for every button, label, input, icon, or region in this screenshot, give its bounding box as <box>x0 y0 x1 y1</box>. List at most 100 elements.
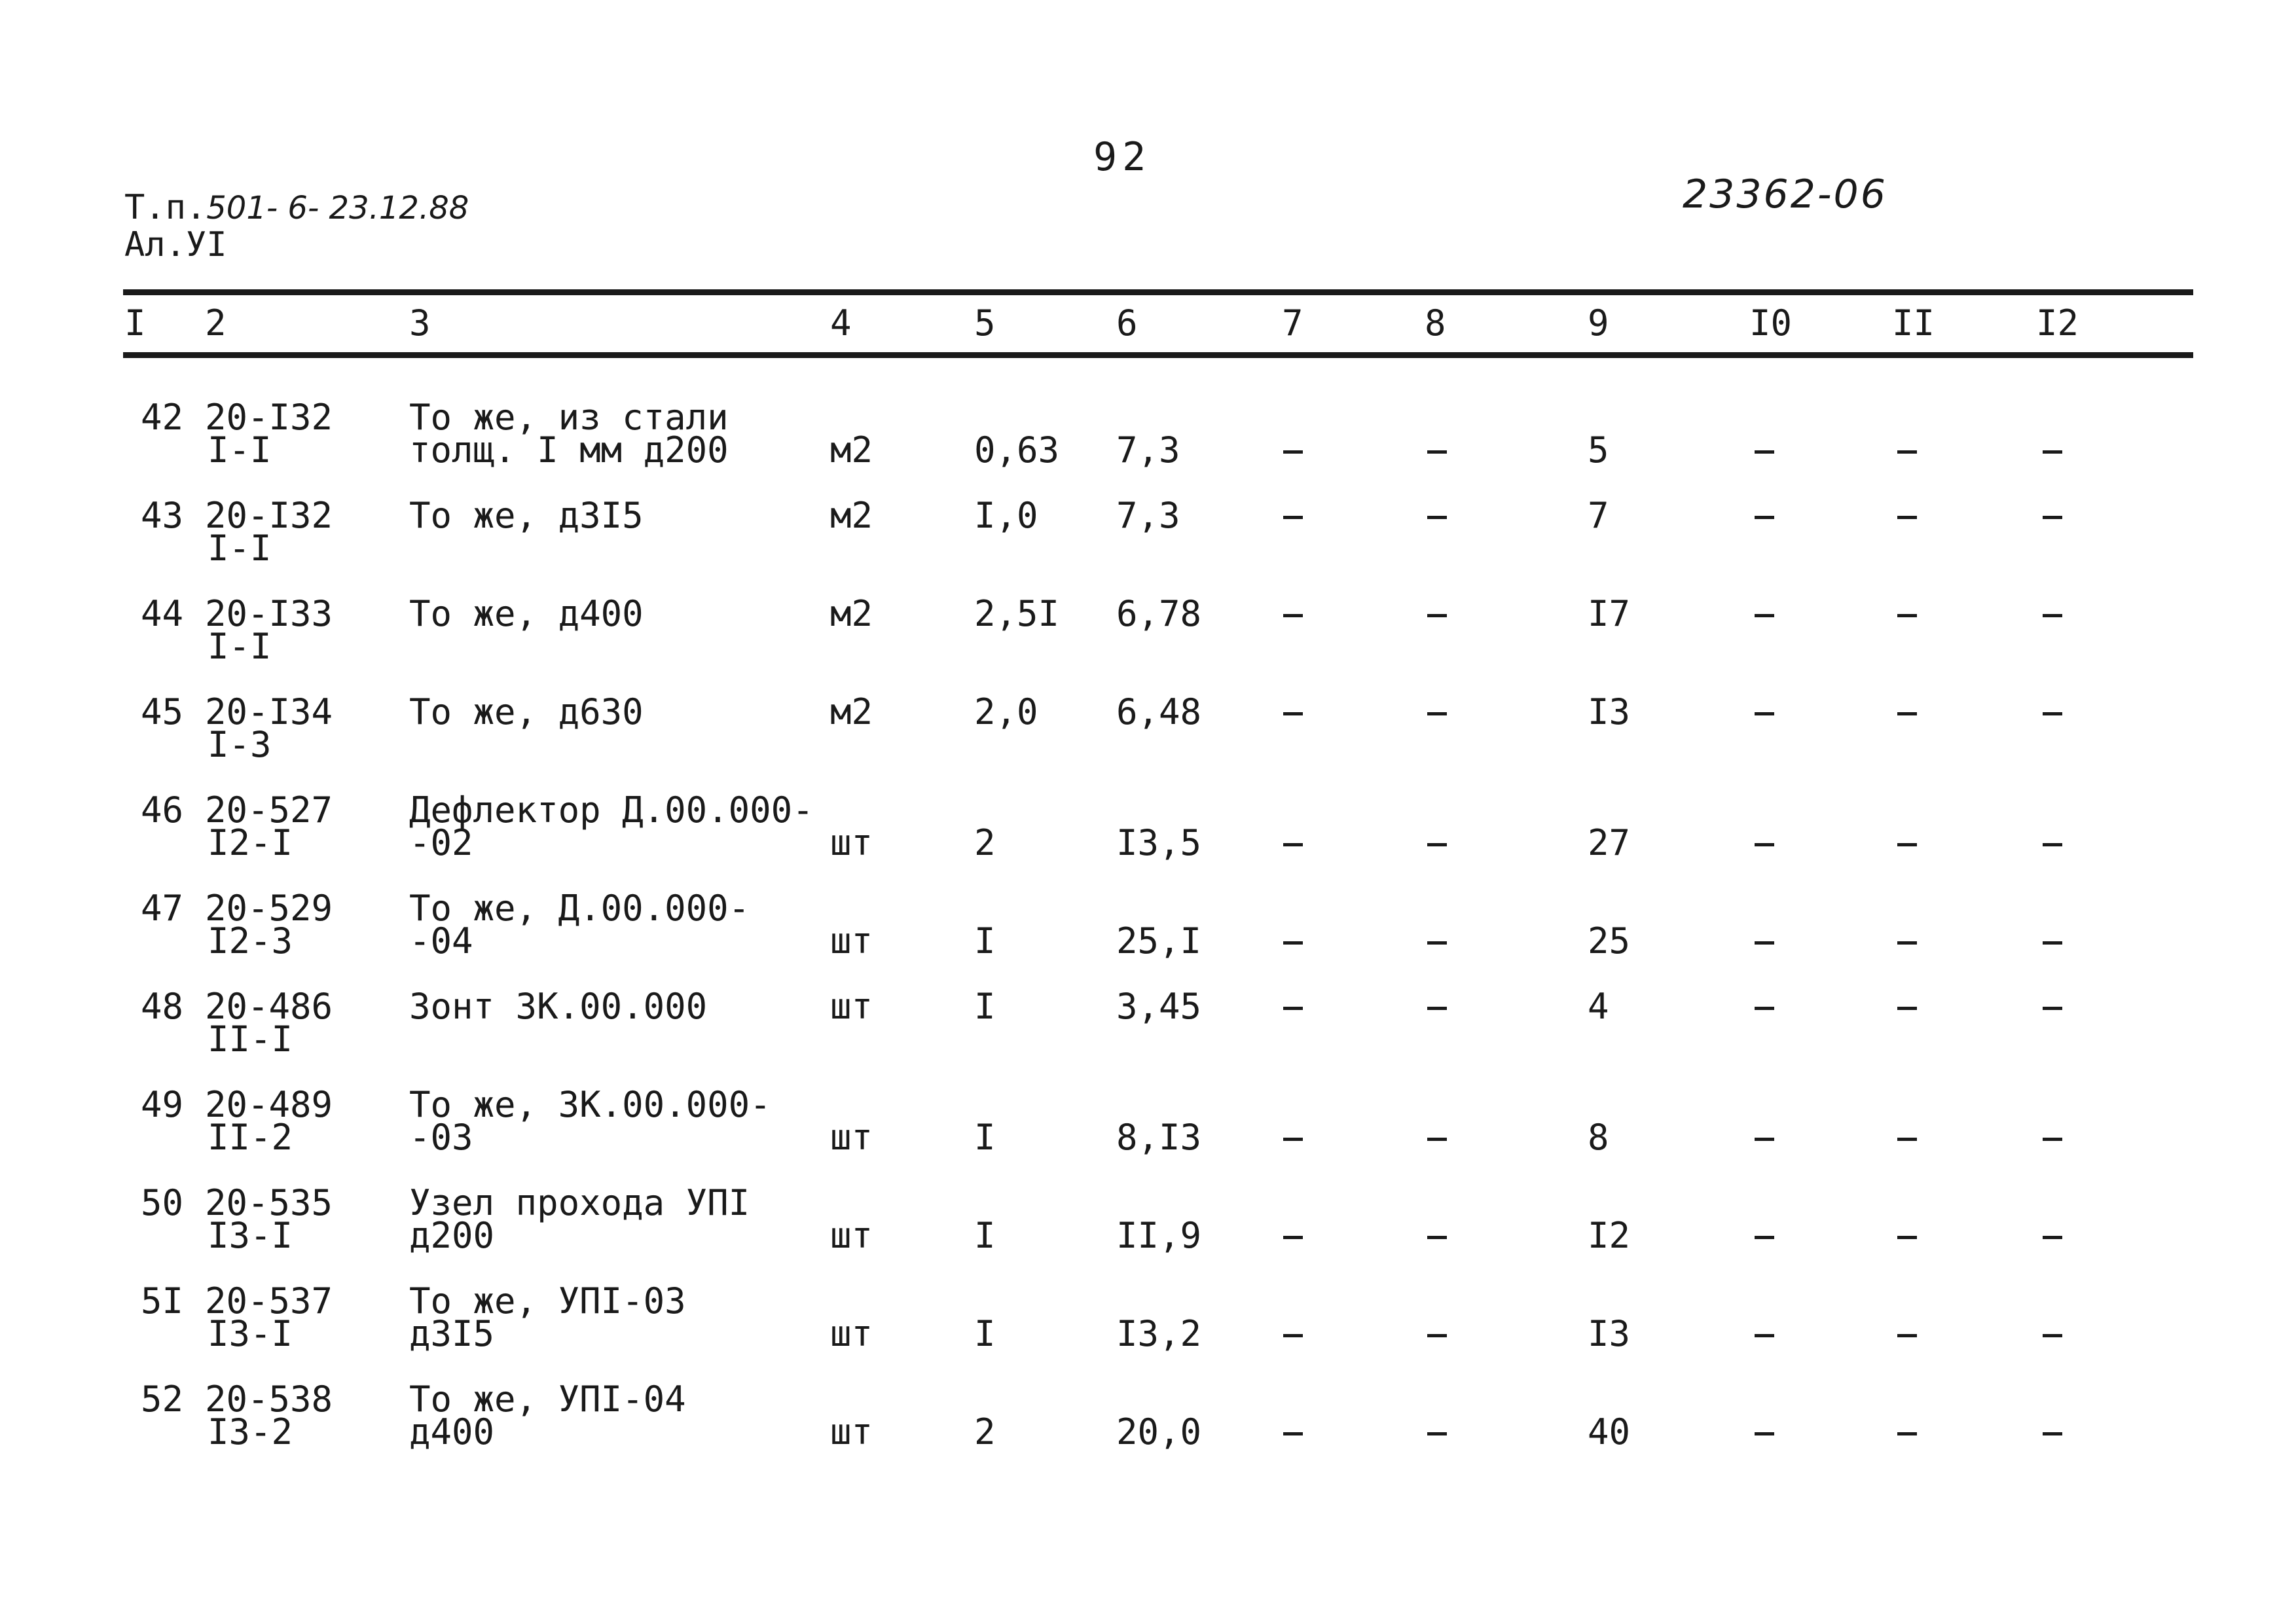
quantity: 2,0 <box>974 691 1038 732</box>
empty-dash-c8 <box>1427 516 1447 519</box>
unit: м2 <box>830 429 873 471</box>
item-name-line-1: То же, УПI-03 <box>409 1280 686 1322</box>
empty-dash-c10 <box>1755 712 1774 715</box>
norm-subcode: I-I <box>208 626 272 667</box>
row-number: 45 <box>141 691 184 732</box>
empty-dash-c8 <box>1427 843 1447 846</box>
total-value: 4 <box>1588 986 1609 1027</box>
norm-code: 20-489 <box>205 1084 333 1125</box>
empty-dash-c10 <box>1755 843 1774 846</box>
empty-dash-c7 <box>1283 450 1303 454</box>
empty-dash-c7 <box>1283 843 1303 846</box>
norm-code: 20-I32 <box>205 397 333 438</box>
quantity: 2 <box>974 822 996 863</box>
empty-dash-c11 <box>1897 843 1917 846</box>
unit-value: 20,0 <box>1116 1411 1202 1453</box>
empty-dash-c12 <box>2043 1432 2062 1435</box>
empty-dash-c8 <box>1427 1138 1447 1141</box>
empty-dash-c11 <box>1897 614 1917 617</box>
unit: шт <box>830 1215 873 1256</box>
norm-code: 20-I33 <box>205 593 333 634</box>
unit-value: I3,5 <box>1116 822 1202 863</box>
total-value: 8 <box>1588 1117 1609 1158</box>
empty-dash-c7 <box>1283 1432 1303 1435</box>
empty-dash-c10 <box>1755 941 1774 945</box>
item-name-line-2: д400 <box>409 1411 495 1453</box>
empty-dash-c12 <box>2043 1138 2062 1141</box>
empty-dash-c7 <box>1283 712 1303 715</box>
unit-value: 7,3 <box>1116 495 1180 536</box>
item-name-line-1: То же, УПI-04 <box>409 1379 686 1420</box>
quantity: 2 <box>974 1411 996 1453</box>
quantity: I <box>974 1313 996 1354</box>
unit-value: 7,3 <box>1116 429 1180 471</box>
unit: шт <box>830 822 873 863</box>
column-header-5: 5 <box>974 302 996 344</box>
norm-code: 20-486 <box>205 986 333 1027</box>
empty-dash-c12 <box>2043 1334 2062 1337</box>
row-number: 49 <box>141 1084 184 1125</box>
unit-value: II,9 <box>1116 1215 1202 1256</box>
item-name-line-2: -04 <box>409 920 473 962</box>
empty-dash-c11 <box>1897 450 1917 454</box>
row-number: 47 <box>141 888 184 929</box>
unit: шт <box>830 1411 873 1453</box>
total-value: 7 <box>1588 495 1609 536</box>
total-value: I3 <box>1588 1313 1631 1354</box>
item-name-line-2: д200 <box>409 1215 495 1256</box>
total-value: I3 <box>1588 691 1631 732</box>
empty-dash-c8 <box>1427 614 1447 617</box>
empty-dash-c11 <box>1897 1236 1917 1239</box>
column-header-12: I2 <box>2036 302 2079 344</box>
empty-dash-c12 <box>2043 843 2062 846</box>
column-header-2: 2 <box>205 302 227 344</box>
empty-dash-c7 <box>1283 614 1303 617</box>
unit: м2 <box>830 495 873 536</box>
page-number: 92 <box>1093 134 1152 180</box>
column-header-11: II <box>1892 302 1935 344</box>
column-header-10: I0 <box>1749 302 1793 344</box>
norm-subcode: I2-I <box>208 822 293 863</box>
empty-dash-c11 <box>1897 712 1917 715</box>
empty-dash-c11 <box>1897 941 1917 945</box>
empty-dash-c7 <box>1283 1138 1303 1141</box>
empty-dash-c11 <box>1897 1432 1917 1435</box>
empty-dash-c11 <box>1897 1138 1917 1141</box>
empty-dash-c10 <box>1755 1432 1774 1435</box>
unit-value: 6,48 <box>1116 691 1202 732</box>
item-name-line-1: То же, д630 <box>409 691 644 732</box>
norm-subcode: I2-3 <box>208 920 293 962</box>
empty-dash-c12 <box>2043 1236 2062 1239</box>
empty-dash-c7 <box>1283 516 1303 519</box>
empty-dash-c8 <box>1427 941 1447 945</box>
empty-dash-c12 <box>2043 614 2062 617</box>
row-number: 5I <box>141 1280 184 1322</box>
norm-subcode: I-I <box>208 429 272 471</box>
item-name-line-1: То же, д3I5 <box>409 495 644 536</box>
item-name-line-2: -03 <box>409 1117 473 1158</box>
unit: м2 <box>830 593 873 634</box>
table-top-rule <box>123 289 2193 295</box>
norm-subcode: I3-I <box>208 1313 293 1354</box>
item-name-line-1: То же, Д.00.000- <box>409 888 750 929</box>
empty-dash-c12 <box>2043 712 2062 715</box>
empty-dash-c10 <box>1755 1334 1774 1337</box>
empty-dash-c12 <box>2043 450 2062 454</box>
quantity: 2,5I <box>974 593 1060 634</box>
unit: м2 <box>830 691 873 732</box>
document-reference-handwritten: 501- 6- 23.12.88 <box>206 190 469 226</box>
norm-subcode: I3-I <box>208 1215 293 1256</box>
empty-dash-c12 <box>2043 941 2062 945</box>
empty-dash-c8 <box>1427 712 1447 715</box>
table-header-rule <box>123 352 2193 358</box>
empty-dash-c10 <box>1755 1236 1774 1239</box>
quantity: I <box>974 986 996 1027</box>
quantity: I <box>974 1215 996 1256</box>
archive-number: 23362-06 <box>1683 171 1887 217</box>
norm-code: 20-538 <box>205 1379 333 1420</box>
norm-code: 20-535 <box>205 1182 333 1223</box>
row-number: 46 <box>141 789 184 831</box>
empty-dash-c8 <box>1427 1007 1447 1010</box>
column-header-6: 6 <box>1116 302 1138 344</box>
empty-dash-c11 <box>1897 1334 1917 1337</box>
